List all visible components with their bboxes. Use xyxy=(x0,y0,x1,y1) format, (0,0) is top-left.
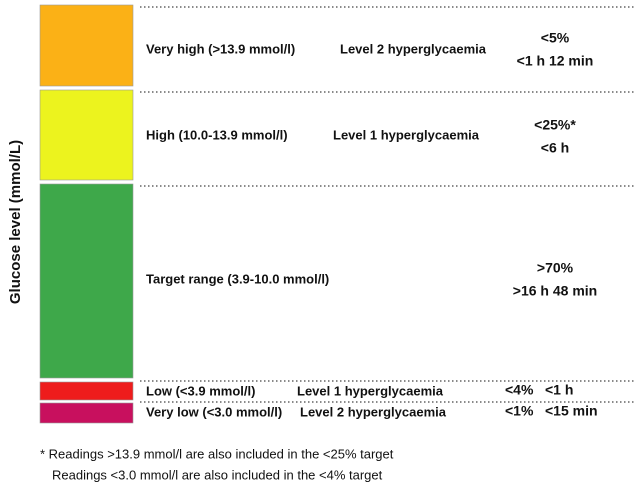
time: <1 h xyxy=(545,382,573,398)
target-band xyxy=(39,183,134,379)
range-label: Target range (3.9-10.0 mmol/l) xyxy=(146,271,329,286)
percent: <1% xyxy=(505,403,534,419)
high-band xyxy=(39,89,134,181)
percent: >70% xyxy=(537,260,574,276)
percent: <25%* xyxy=(534,117,576,133)
footnote: Readings <3.0 mmol/l are also included i… xyxy=(52,467,383,482)
time: <6 h xyxy=(541,140,569,156)
low-band xyxy=(39,381,134,401)
very-high-band xyxy=(39,4,134,87)
very-low-band xyxy=(39,402,134,424)
percent: <4% xyxy=(505,382,534,398)
footnote: * Readings >13.9 mmol/l are also include… xyxy=(40,446,394,461)
axis-label: Glucose level (mmol/L) xyxy=(7,140,24,304)
time: <15 min xyxy=(545,403,598,419)
level-label: Level 1 hyperglycaemia xyxy=(333,127,480,142)
percent: <5% xyxy=(541,30,570,46)
level-label: Level 1 hyperglycaemia xyxy=(297,383,444,398)
range-label: Low (<3.9 mmol/l) xyxy=(146,383,255,398)
level-label: Level 2 hyperglycaemia xyxy=(340,41,487,56)
range-label: Very high (>13.9 mmol/l) xyxy=(146,41,295,56)
time: <1 h 12 min xyxy=(517,53,594,69)
level-label: Level 2 hyperglycaemia xyxy=(300,404,447,419)
time: >16 h 48 min xyxy=(513,283,597,299)
range-label: Very low (<3.0 mmol/l) xyxy=(146,404,282,419)
range-label: High (10.0-13.9 mmol/l) xyxy=(146,127,288,142)
